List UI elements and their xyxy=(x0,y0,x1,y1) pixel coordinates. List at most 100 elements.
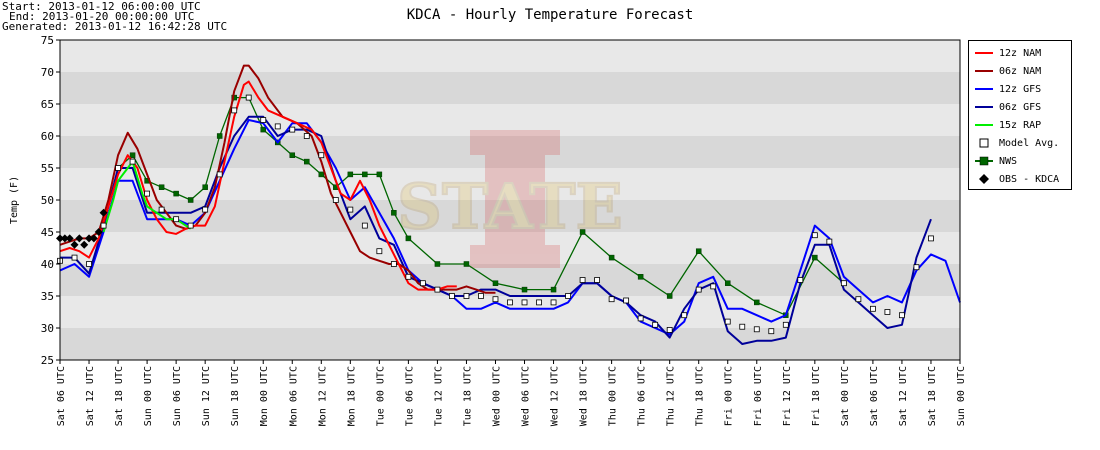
legend-label: Model Avg. xyxy=(999,138,1060,149)
nws-point xyxy=(754,299,760,306)
x-tick-label: Mon 00 UTC xyxy=(259,366,270,426)
x-tick-label: Tue 12 UTC xyxy=(433,366,444,426)
swatch-marker xyxy=(979,156,989,166)
x-tick-label: Mon 12 UTC xyxy=(317,366,328,426)
y-tick-label: 30 xyxy=(41,322,54,335)
obs-point xyxy=(65,234,74,243)
model-avg-point xyxy=(724,318,731,325)
x-tick-label: Tue 00 UTC xyxy=(375,366,386,426)
nws-point xyxy=(318,171,325,178)
nws-point xyxy=(202,184,208,190)
series-line xyxy=(59,64,496,294)
end-time-text: End: 2013-01-20 00:00:00 UTC xyxy=(9,10,195,23)
legend-label: 06z NAM xyxy=(999,66,1042,77)
model-avg-point xyxy=(463,293,470,299)
nws-point xyxy=(492,280,499,286)
legend-swatch xyxy=(975,52,993,54)
swatch-marker xyxy=(979,174,989,184)
x-tick-label: Sun 00 UTC xyxy=(143,366,154,426)
model-avg-point xyxy=(115,165,121,171)
y-tick-label: 55 xyxy=(41,162,54,175)
legend-label: 06z GFS xyxy=(999,102,1042,113)
model-avg-point xyxy=(100,222,107,229)
legend-swatch xyxy=(975,156,993,166)
legend-item: OBS - KDCA xyxy=(969,171,1069,187)
model-avg-point xyxy=(753,326,760,333)
nws-point xyxy=(463,261,470,267)
series-12z-nam xyxy=(59,80,457,291)
model-avg-point xyxy=(652,321,659,328)
model-avg-point xyxy=(361,222,368,229)
model-avg-point xyxy=(390,261,397,267)
obs-point xyxy=(89,234,98,243)
band xyxy=(60,40,960,72)
nws-point xyxy=(637,274,644,280)
model-avg-point xyxy=(826,238,833,245)
model-avg-point xyxy=(332,197,339,203)
nws-point xyxy=(550,286,557,293)
model-avg-point xyxy=(928,235,934,242)
nws-point xyxy=(695,248,702,254)
model-avg-point xyxy=(492,296,499,303)
nws-point xyxy=(260,126,266,133)
model-avg-point xyxy=(870,305,876,312)
series-line xyxy=(60,115,932,345)
series-layer xyxy=(56,64,961,345)
y-tick-label: 75 xyxy=(41,34,54,47)
model-avg-point xyxy=(565,293,571,299)
model-avg-point xyxy=(173,216,180,223)
nws-point xyxy=(173,190,179,197)
model-avg-point xyxy=(550,299,557,306)
obs-point xyxy=(99,208,108,217)
model-avg-point xyxy=(913,264,920,271)
x-tick-label: Wed 00 UTC xyxy=(491,366,502,426)
y-tick-label: 50 xyxy=(41,194,54,207)
nws-point xyxy=(434,261,441,267)
legend-item: 12z NAM xyxy=(969,45,1069,61)
nws-point xyxy=(304,158,310,165)
legend-label: 12z NAM xyxy=(999,48,1042,59)
model-avg-point xyxy=(303,133,310,139)
model-avg-point xyxy=(405,273,412,280)
x-tick-label: Fri 00 UTC xyxy=(724,366,735,426)
watermark-logo: STATE xyxy=(396,130,624,268)
x-tick-label: Sat 06 UTC xyxy=(869,366,880,426)
model-avg-point xyxy=(507,299,513,306)
model-avg-point xyxy=(187,222,194,229)
obs-point xyxy=(85,234,94,243)
model-avg-point xyxy=(739,323,746,330)
nws-point xyxy=(391,210,397,216)
nws-point xyxy=(376,171,383,178)
x-tick-label: Sat 18 UTC xyxy=(927,366,938,426)
model-avg-point xyxy=(347,206,354,213)
legend-item: NWS xyxy=(969,153,1069,169)
model-avg-point xyxy=(216,171,223,178)
nws-point xyxy=(405,235,412,242)
obs-point xyxy=(60,234,69,243)
legend: 12z NAM 06z NAM 12z GFS 06z GFS 15z RAP Model… xyxy=(968,40,1072,190)
model-avg-point xyxy=(478,293,484,299)
legend-label: 15z RAP xyxy=(999,120,1042,131)
band xyxy=(60,104,960,136)
x-tick-label: Wed 06 UTC xyxy=(521,366,532,426)
legend-swatch xyxy=(979,138,989,148)
y-axis: 25 30 35 40 45 50 55 60 65 70 75 xyxy=(41,34,60,367)
y-tick-label: 70 xyxy=(41,66,54,79)
x-tick-label: Sun 12 UTC xyxy=(201,366,212,426)
legend-swatch xyxy=(975,88,993,90)
x-tick-label: Mon 18 UTC xyxy=(346,366,357,426)
y-tick-label: 65 xyxy=(41,98,54,111)
model-avg-point xyxy=(245,94,252,101)
x-tick-label: Fri 12 UTC xyxy=(782,366,793,426)
watermark-text: STATE xyxy=(397,170,623,243)
model-avg-point xyxy=(376,248,383,255)
model-avg-point xyxy=(274,123,281,130)
x-tick-label: Mon 06 UTC xyxy=(288,366,299,426)
x-tick-label: Sat 12 UTC xyxy=(898,366,909,426)
chart-title: KDCA - Hourly Temperature Forecast xyxy=(406,7,694,23)
model-avg-point xyxy=(71,254,78,261)
band xyxy=(60,136,960,168)
x-tick-label: Sat 12 UTC xyxy=(85,366,96,426)
model-avg-point xyxy=(797,277,804,283)
